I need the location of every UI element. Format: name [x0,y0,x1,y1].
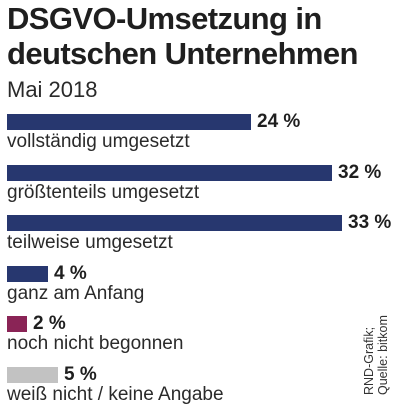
category-label: weiß nicht / keine Angabe [7,384,224,405]
source-note: RND-Grafik; Quelle: bitkom [362,315,390,395]
bar [7,114,251,130]
bar-value-label: 24 % [257,111,301,132]
bar-value-label: 33 % [348,212,392,233]
chart-subtitle: Mai 2018 [7,77,98,102]
bar-value-label: 2 % [33,313,66,334]
category-label: größtenteils umgesetzt [7,182,200,203]
bar [7,367,58,383]
source-line-1: RND-Grafik; [362,326,376,395]
bar [7,215,342,231]
category-label: noch nicht begonnen [7,333,184,354]
category-label: ganz am Anfang [7,283,145,304]
category-label: teilweise umgesetzt [7,232,173,253]
bar [7,266,48,282]
bar-value-label: 4 % [54,263,87,284]
chart-title: DSGVO-Umsetzung in deutschen Unternehmen [7,1,358,71]
bar [7,165,332,181]
bar-value-label: 5 % [64,364,97,385]
source-line-2: Quelle: bitkom [376,315,390,395]
bar [7,316,27,332]
bar-value-label: 32 % [338,162,382,183]
category-label: vollständig umgesetzt [7,131,190,152]
